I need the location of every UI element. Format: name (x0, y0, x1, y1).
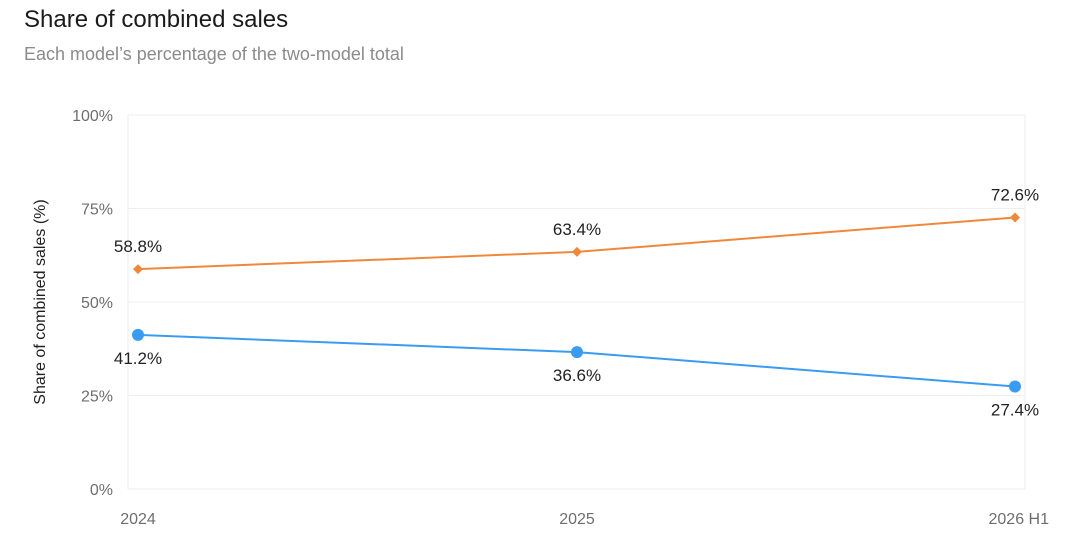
data-point-marker[interactable] (1010, 212, 1020, 223)
chart-title: Share of combined sales (24, 6, 289, 33)
data-point-marker[interactable] (572, 246, 582, 257)
data-label: 41.2% (114, 349, 162, 368)
x-tick-label: 2025 (559, 511, 595, 528)
data-label: 36.6% (553, 366, 601, 385)
y-tick-label: 50% (81, 295, 113, 312)
data-label: 63.4% (553, 220, 601, 239)
data-label: 58.8% (114, 237, 162, 256)
x-tick-label: 2026 H1 (989, 511, 1050, 528)
data-label: 72.6% (991, 185, 1039, 204)
x-axis-ticks: 2024 2025 2026 H1 (120, 511, 1049, 528)
x-tick-label: 2024 (120, 511, 156, 528)
data-point-marker[interactable] (132, 328, 144, 341)
y-tick-label: 0% (90, 482, 113, 499)
y-tick-label: 100% (72, 108, 113, 125)
y-tick-label: 75% (81, 202, 113, 219)
y-tick-label: 25% (81, 389, 113, 406)
series-layer: 58.8% 63.4% 72.6% 41.2% 36.6% 27.4% (114, 185, 1039, 419)
series-1: 58.8% 63.4% 72.6% (114, 185, 1039, 275)
y-axis-title: Share of combined sales (%) (32, 199, 49, 404)
series-2: 41.2% 36.6% 27.4% (114, 328, 1039, 420)
data-label: 27.4% (991, 401, 1039, 420)
grid-lines (127, 114, 1026, 490)
chart-subtitle: Each model’s percentage of the two-model… (24, 44, 404, 64)
data-point-marker[interactable] (571, 346, 583, 359)
y-axis-ticks: 0% 25% 50% 75% 100% (72, 108, 113, 499)
data-point-marker[interactable] (1009, 380, 1021, 393)
data-point-marker[interactable] (133, 264, 143, 275)
